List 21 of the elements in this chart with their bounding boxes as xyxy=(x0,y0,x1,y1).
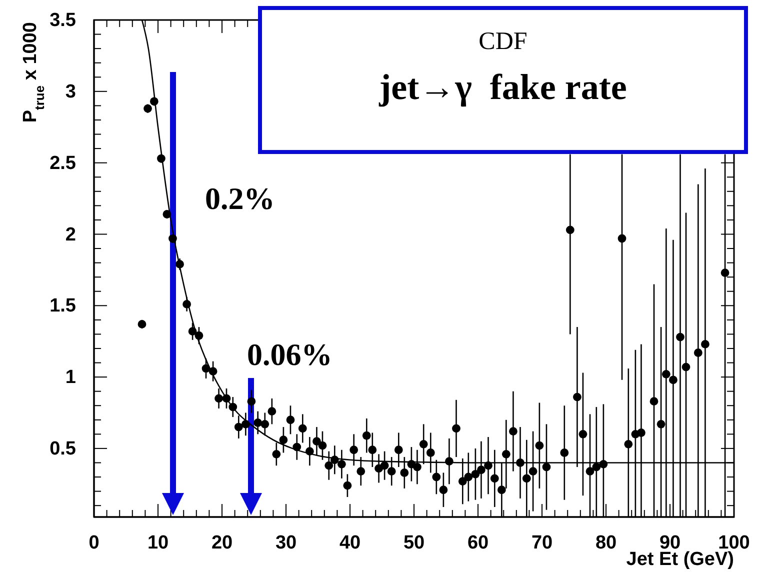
x-tick-label: 0 xyxy=(88,532,100,554)
y-tick-label: 1.5 xyxy=(50,296,76,317)
y-tick-label: 2 xyxy=(65,224,76,246)
annotation: 0.2% xyxy=(205,181,275,216)
y-tick-label: 3 xyxy=(65,81,76,102)
y-tick-label: 1 xyxy=(65,367,76,388)
x-tick-label: 80 xyxy=(595,532,617,554)
x-tick-label: 10 xyxy=(147,532,169,554)
text: jet→γ fake rate xyxy=(378,67,627,107)
y-tick-label: 0.5 xyxy=(50,438,76,460)
x-tick-label: 60 xyxy=(467,532,489,554)
x-tick-label: 30 xyxy=(275,532,297,554)
x-tick-label: 70 xyxy=(531,532,553,554)
x-axis-title: Jet Et (GeV) xyxy=(626,549,734,570)
x-tick-label: 40 xyxy=(339,532,361,554)
x-tick-label: 50 xyxy=(403,532,425,554)
chart-title: CDF xyxy=(478,28,528,55)
y-tick-label: 3.5 xyxy=(50,10,76,32)
y-tick-label: 2.5 xyxy=(50,152,76,174)
x-tick-label: 20 xyxy=(211,532,233,554)
annotation: 0.06% xyxy=(247,337,332,372)
